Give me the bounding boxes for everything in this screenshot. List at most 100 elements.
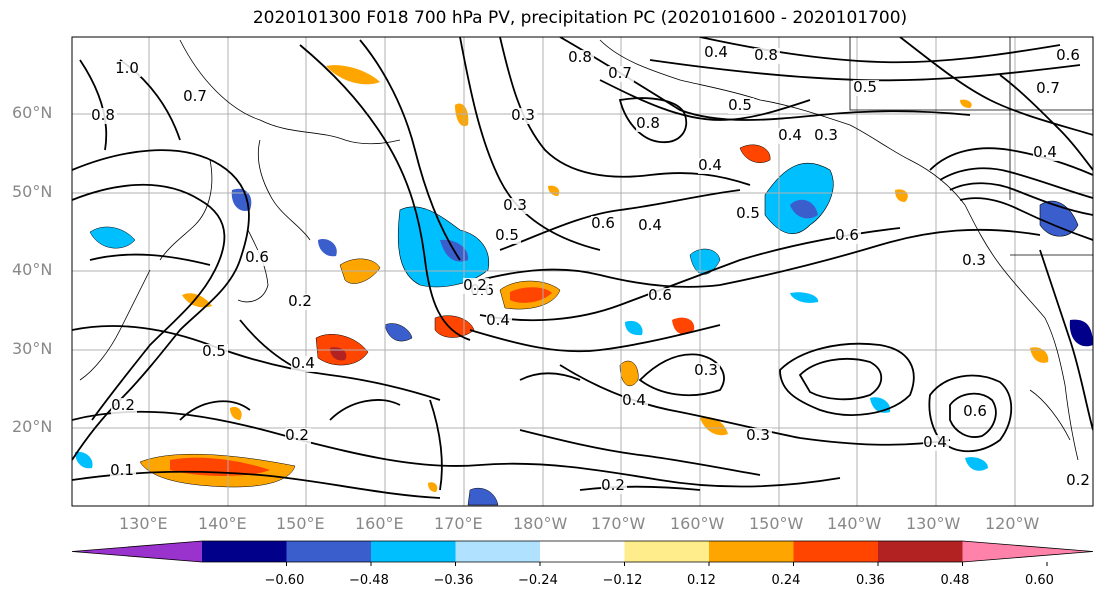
colorbar-segment	[286, 541, 372, 562]
contour-label: 0.4	[778, 126, 802, 144]
lon-label: 150°W	[749, 514, 804, 533]
contour-label: 0.4	[698, 156, 722, 174]
contour-label: 0.5	[728, 96, 752, 114]
contour-labels: 0.8 0.7 0.8 0.6 0.5 0.6 0.4 0.3 0.8 0.4 0.7 0.5 0.3 0…	[91, 43, 1092, 494]
colorbar-extend-low	[72, 541, 202, 562]
colorbar-tick-label: 0.60	[1025, 573, 1054, 588]
colorbar-extend-high	[962, 541, 1093, 562]
contour-label: 0.2	[463, 276, 487, 294]
contour-label: 0.6	[648, 286, 672, 304]
colorbar-tick-label: 0.12	[687, 573, 716, 588]
contour-label-bg	[704, 45, 730, 61]
contour-label-bg	[111, 398, 137, 414]
colorbar-segment	[455, 541, 541, 562]
contour-label: 0.6	[1056, 46, 1080, 64]
contour-label: 0.5	[736, 204, 760, 222]
contour-label-bg	[245, 250, 271, 266]
contour-label: 0.2	[111, 396, 135, 414]
contour-label: 0.3	[962, 251, 986, 269]
pv-contours	[72, 37, 1093, 499]
graticule	[72, 37, 1093, 506]
lat-label: 60°N	[12, 103, 53, 122]
contour-label: 0.5	[853, 78, 877, 96]
contour-label-bg	[495, 228, 521, 244]
contour-label: 0.7	[1036, 79, 1060, 97]
contour-label: 0.2	[285, 426, 309, 444]
contour-label: 0.3	[511, 106, 535, 124]
contour-label-bg	[778, 128, 804, 144]
contour-label-bg	[202, 344, 228, 360]
contour-label: 0.4	[704, 43, 728, 61]
lon-label: 170°W	[591, 514, 646, 533]
contour-label: 0.4	[638, 216, 662, 234]
lat-label: 50°N	[12, 182, 53, 201]
contour-label-bg	[91, 108, 117, 124]
contour-label: 0.5	[495, 226, 519, 244]
contour-label: 0.4	[486, 311, 510, 329]
colorbar	[71, 540, 1094, 566]
colorbar-segment	[793, 541, 879, 562]
contour-label: 0.2	[601, 476, 625, 494]
colorbar-segment	[709, 541, 794, 562]
contour-label: 0.4	[622, 391, 646, 409]
contour-label-bg	[591, 216, 617, 232]
contour-label: 0.8	[91, 106, 115, 124]
contour-label-bg	[291, 356, 317, 372]
contour-label-bg	[853, 80, 879, 96]
lon-label: 140°E	[198, 514, 247, 533]
contour-label: 0.8	[568, 48, 592, 66]
contour-label-bg	[746, 428, 772, 444]
contour-label: 0.6	[835, 226, 859, 244]
lon-label: 120°W	[985, 514, 1040, 533]
contour-label-bg	[183, 89, 209, 105]
contour-label-bg	[486, 313, 512, 329]
contour-label: 0.4	[291, 354, 315, 372]
contour-label-bg	[835, 228, 861, 244]
contour-label-bg	[285, 428, 311, 444]
contour-label: 0.1	[110, 461, 134, 479]
contour-label: 0.4	[923, 433, 947, 451]
contour-label-bg	[1066, 473, 1092, 489]
contour-label-bg	[622, 393, 648, 409]
contour-label-bg	[728, 98, 754, 114]
contour-label-bg	[1033, 145, 1059, 161]
contour-label-bg	[601, 478, 627, 494]
contour-label: 0.3	[814, 126, 838, 144]
contour-label-bg	[814, 128, 840, 144]
lon-label: 160°E	[355, 514, 404, 533]
colorbar-segment	[202, 541, 287, 562]
colorbar-segment	[624, 541, 710, 562]
contour-label: 1.0	[115, 59, 139, 77]
contour-label-bg	[923, 435, 949, 451]
lon-label: 160°W	[670, 514, 725, 533]
map-frame	[71, 36, 1094, 507]
contour-label: 0.7	[608, 64, 632, 82]
colorbar-outline	[71, 540, 1094, 563]
contour-label: 0.8	[636, 114, 660, 132]
colorbar-segment	[878, 541, 963, 562]
contour-label-bg	[288, 294, 314, 310]
colorbar-tick-label: −0.60	[264, 573, 305, 588]
contour-label-bg	[636, 116, 662, 132]
contour-label-bg	[694, 363, 720, 379]
colorbar-tick-label: 0.48	[940, 573, 970, 588]
colorbar-tick-label: 0.36	[856, 573, 885, 588]
contour-label: 0.3	[503, 196, 527, 214]
contour-label-bg	[110, 463, 136, 479]
colorbar-tick-label: −0.48	[349, 573, 389, 588]
contour-label-bg	[115, 61, 141, 77]
lon-label: 180°W	[513, 514, 568, 533]
colorbar-tick-label: −0.36	[433, 573, 474, 588]
lon-label: 130°E	[119, 514, 168, 533]
contour-label-bg	[1036, 81, 1062, 97]
lat-label: 20°N	[12, 417, 53, 436]
contour-label: 0.2	[288, 292, 312, 310]
contour-label-bg	[568, 50, 594, 66]
contour-label-bg	[962, 253, 988, 269]
colorbar-tick-label: −0.24	[518, 573, 558, 588]
contour-label-bg	[463, 278, 489, 294]
lat-label: 40°N	[12, 260, 53, 279]
colorbar-tick-label: −0.12	[602, 573, 643, 588]
colorbar-tick-label: 0.24	[771, 573, 801, 588]
map-title: 2020101300 F018 700 hPa PV, precipitatio…	[252, 8, 908, 28]
